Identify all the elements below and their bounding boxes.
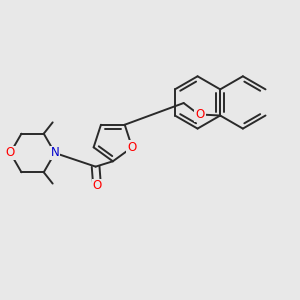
Text: O: O <box>92 179 102 193</box>
Text: O: O <box>128 141 137 154</box>
Text: O: O <box>195 108 205 122</box>
Text: O: O <box>6 146 15 160</box>
Text: N: N <box>50 146 59 160</box>
